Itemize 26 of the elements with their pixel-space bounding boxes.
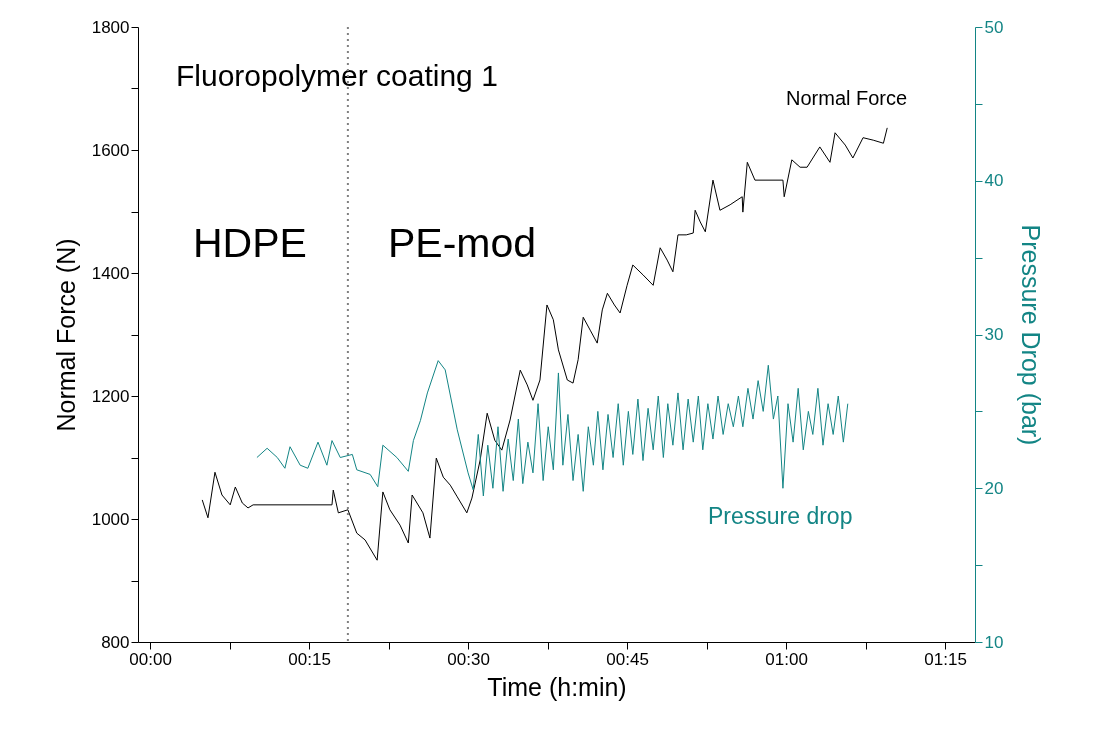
x-tick-label: 00:00 xyxy=(129,649,172,669)
y2-tick-label: 50 xyxy=(984,17,1004,37)
y2-tick-label: 10 xyxy=(984,632,1004,652)
y-tick-label: 1600 xyxy=(91,140,130,160)
y-tick-label: 1200 xyxy=(91,386,130,406)
annotation: PE-mod xyxy=(388,220,537,266)
x-tick-label: 00:45 xyxy=(606,649,649,669)
y-tick-label: 800 xyxy=(101,632,130,652)
series-label: Pressure drop xyxy=(708,503,853,529)
y2-tick-label: 40 xyxy=(984,171,1004,191)
y-tick-label: 1400 xyxy=(91,263,130,283)
x-tick-label: 00:30 xyxy=(447,649,490,669)
y2-tick-label: 20 xyxy=(984,478,1004,498)
annotation: HDPE xyxy=(193,220,307,266)
y-tick-label: 1000 xyxy=(91,509,130,529)
y-tick-label: 1800 xyxy=(91,17,130,37)
y2-tick-label: 30 xyxy=(984,325,1004,344)
line-series xyxy=(256,360,849,497)
y-axis-title: Normal Force (N) xyxy=(51,238,80,432)
series-label: Normal Force xyxy=(786,87,908,109)
x-tick-label: 01:00 xyxy=(765,649,808,669)
x-tick-label: 00:15 xyxy=(288,649,331,669)
x-axis-title: Time (h:min) xyxy=(487,672,627,701)
y2-axis-title: Pressure Drop (bar) xyxy=(1017,224,1046,446)
annotation: Fluoropolymer coating 1 xyxy=(176,59,498,92)
x-tick-label: 01:15 xyxy=(924,649,967,669)
